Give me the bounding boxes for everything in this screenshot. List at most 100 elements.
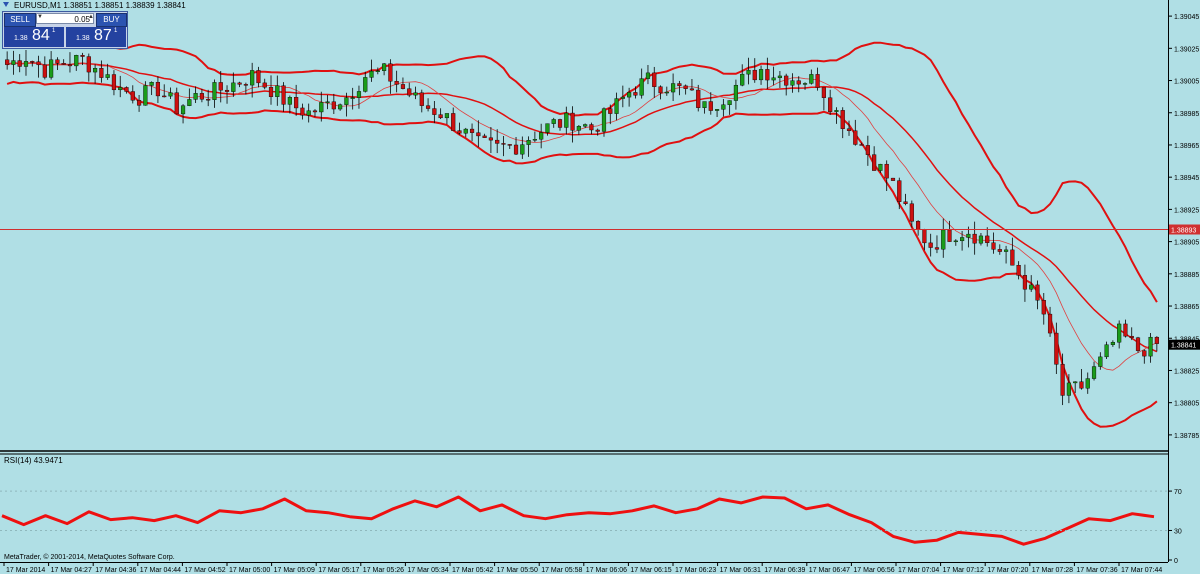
bull-candle (601, 108, 607, 132)
bull-candle (878, 163, 883, 171)
symbol-header: EURUSD,M1 1.38851 1.38851 1.38839 1.3884… (14, 1, 186, 10)
buy-price-sup: 1 (114, 28, 118, 34)
bear-candle (784, 75, 789, 86)
time-tick-label: 17 Mar 04:27 (51, 567, 92, 574)
bear-candle (997, 249, 1002, 252)
bear-candle (256, 70, 261, 84)
bear-candle (67, 64, 73, 67)
bull-candle (614, 98, 619, 114)
bear-candle (174, 92, 179, 115)
price-tick-label: 1.38805 (1174, 401, 1199, 408)
price-tick-label: 1.39005 (1174, 79, 1199, 86)
bear-candle (224, 89, 230, 92)
bear-candle (124, 87, 129, 92)
price-tick-label: 1.38905 (1174, 240, 1199, 247)
bull-candle (520, 144, 525, 155)
bull-candle (966, 233, 971, 238)
bear-candle (765, 69, 770, 81)
time-tick-label: 17 Mar 06:23 (675, 567, 716, 574)
bull-candle (583, 124, 588, 127)
bear-candle (136, 100, 142, 106)
bear-candle (1054, 332, 1059, 365)
bull-candle (1003, 249, 1009, 252)
rsi-line (1, 495, 1155, 546)
lot-up-arrow-icon[interactable]: ▲ (88, 14, 94, 20)
price-tick-label: 1.38965 (1174, 143, 1199, 150)
bear-candle (218, 82, 223, 91)
price-tick-label: 1.38885 (1174, 272, 1199, 279)
bull-candle (777, 75, 782, 79)
bull-candle (539, 132, 544, 140)
bull-candle (356, 91, 362, 98)
price-tick-label: 1.38925 (1174, 207, 1199, 214)
bull-candle (231, 82, 236, 92)
sell-price-box[interactable]: 1.38 84 1 (4, 27, 64, 47)
bear-candle (262, 82, 267, 88)
bear-candle (495, 139, 500, 144)
bear-candle (658, 86, 663, 94)
time-tick-label: 17 Mar 07:28 (1032, 567, 1073, 574)
lot-size-input[interactable]: 0.05 (36, 13, 94, 24)
bull-candle (834, 110, 839, 112)
sell-price-prefix: 1.38 (14, 35, 28, 42)
bull-candle (344, 97, 349, 105)
bear-candle (1010, 249, 1015, 266)
bear-candle (865, 145, 870, 155)
bear-candle (752, 69, 757, 81)
bear-candle (846, 128, 852, 131)
time-tick-label: 17 Mar 05:26 (363, 567, 404, 574)
bear-candle (425, 105, 431, 109)
bear-candle (507, 144, 512, 146)
time-tick-label: 17 Mar 07:44 (1121, 567, 1162, 574)
bear-candle (1142, 350, 1147, 357)
bear-candle (589, 124, 594, 131)
price-tick-label: 1.38865 (1174, 304, 1199, 311)
bear-candle (243, 84, 248, 86)
buy-button[interactable]: BUY (96, 13, 127, 27)
bear-candle (1123, 323, 1128, 337)
buy-price-box[interactable]: 1.38 87 1 (66, 27, 126, 47)
time-tick-label: 17 Mar 04:36 (95, 567, 136, 574)
bear-candle (821, 87, 826, 98)
bull-candle (444, 113, 450, 119)
bear-candle (1079, 381, 1084, 389)
bear-candle (331, 101, 336, 110)
bull-candle (1091, 366, 1097, 379)
bear-candle (111, 74, 117, 91)
bear-candle (482, 135, 487, 138)
copyright-text: MetaTrader, © 2001-2014, MetaQuotes Soft… (4, 553, 175, 561)
bear-candle (1022, 275, 1028, 290)
bull-candle (526, 140, 531, 145)
chart-menu-icon[interactable] (3, 2, 9, 7)
bull-candle (350, 97, 355, 99)
bear-candle (5, 59, 10, 65)
bear-candle (985, 235, 990, 243)
time-tick-label: 17 Mar 06:31 (720, 567, 761, 574)
bear-candle (828, 97, 833, 112)
lot-down-arrow-icon[interactable]: ▼ (37, 14, 43, 20)
bull-candle (369, 70, 374, 78)
bull-candle (413, 92, 418, 96)
sell-price-big: 84 (32, 27, 50, 44)
bear-candle (488, 137, 493, 141)
time-tick-label: 17 Mar 05:42 (452, 567, 493, 574)
bear-candle (708, 101, 713, 111)
bear-candle (407, 88, 412, 96)
bear-candle (595, 129, 600, 132)
bear-candle (1129, 335, 1134, 338)
bear-candle (400, 84, 406, 89)
bear-candle (17, 60, 22, 67)
bull-candle (105, 74, 110, 78)
bear-candle (206, 99, 211, 101)
one-click-trading-panel: SELL 0.05 ▼ ▲ BUY 1.38 84 1 1.38 87 1 (2, 11, 128, 49)
bull-candle (1066, 382, 1071, 396)
sell-button[interactable]: SELL (4, 13, 36, 27)
rsi-tick-label: 0 (1174, 558, 1178, 565)
bull-candle (545, 123, 550, 133)
bear-candle (1016, 265, 1021, 276)
bear-candle (300, 107, 305, 116)
bull-candle (740, 73, 745, 86)
bull-candle (771, 77, 776, 81)
bull-candle (978, 235, 984, 244)
